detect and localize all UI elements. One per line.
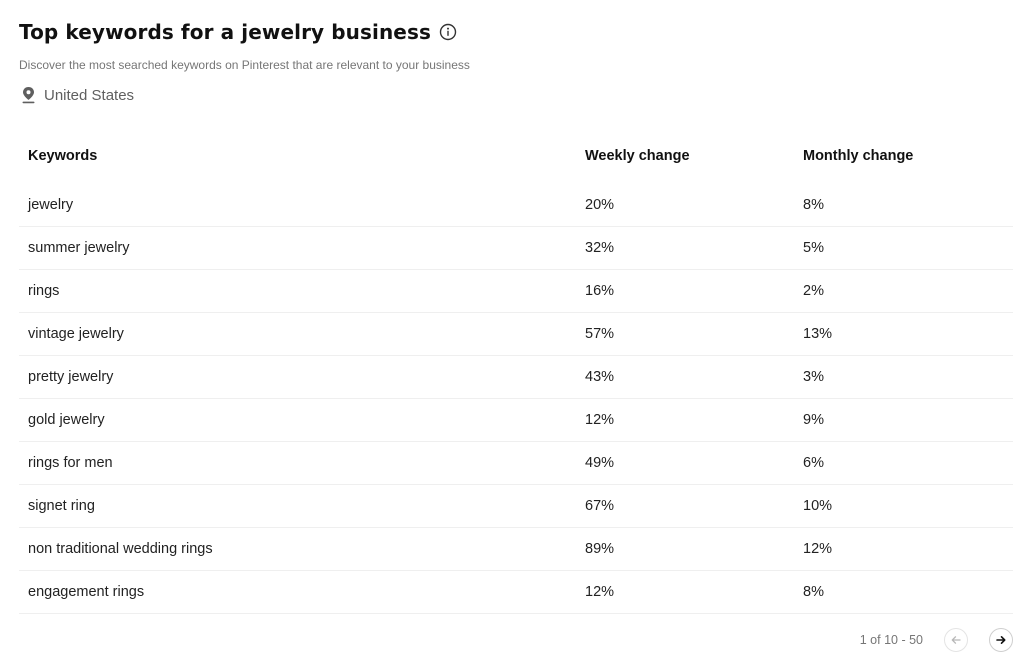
monthly-change-cell: 2% <box>803 283 824 299</box>
monthly-change-cell: 10% <box>803 498 833 514</box>
weekly-change-cell: 32% <box>585 240 615 256</box>
table-row: summer jewelry 32% 5% <box>19 227 1013 270</box>
pagination: 1 of 10 - 50 <box>860 628 1013 652</box>
monthly-change-cell: 3% <box>803 369 824 385</box>
keyword-cell: summer jewelry <box>28 240 130 256</box>
location-label: United States <box>44 86 135 104</box>
weekly-change-cell: 57% <box>585 326 615 342</box>
arrow-left-icon <box>951 636 961 644</box>
keyword-cell: pretty jewelry <box>28 369 114 385</box>
pagination-label: 1 of 10 - 50 <box>859 633 923 647</box>
table-row: vintage jewelry 57% 13% <box>19 313 1013 356</box>
table-row: engagement rings 12% 8% <box>19 571 1013 614</box>
keyword-cell: signet ring <box>28 498 95 514</box>
weekly-change-cell: 20% <box>585 197 615 213</box>
table-row: jewelry 20% 8% <box>19 184 1013 227</box>
weekly-change-cell: 89% <box>585 541 615 557</box>
column-header-monthly-change: Monthly change <box>803 147 914 164</box>
table-row: rings 16% 2% <box>19 270 1013 313</box>
title-row: Top keywords for a jewelry business <box>19 20 457 44</box>
weekly-change-cell: 12% <box>585 412 615 428</box>
column-header-keywords: Keywords <box>28 147 98 164</box>
keywords-table: Keywords Weekly change Monthly change je… <box>19 134 1013 614</box>
table-row: non traditional wedding rings 89% 12% <box>19 528 1013 571</box>
next-page-button[interactable] <box>989 628 1013 652</box>
weekly-change-cell: 49% <box>585 455 615 471</box>
table-row: gold jewelry 12% 9% <box>19 399 1013 442</box>
monthly-change-cell: 12% <box>803 541 833 557</box>
previous-page-button[interactable] <box>944 628 968 652</box>
page-subtitle: Discover the most searched keywords on P… <box>19 58 470 72</box>
keyword-cell: jewelry <box>28 197 74 213</box>
table-row: rings for men 49% 6% <box>19 442 1013 485</box>
info-icon[interactable] <box>439 23 457 41</box>
table-row: signet ring 67% 10% <box>19 485 1013 528</box>
monthly-change-cell: 13% <box>803 326 833 342</box>
monthly-change-cell: 5% <box>803 240 824 256</box>
keyword-cell: vintage jewelry <box>28 326 124 342</box>
keyword-cell: rings <box>28 283 60 299</box>
location-selector[interactable]: United States <box>21 86 134 104</box>
keyword-cell: rings for men <box>28 455 113 471</box>
monthly-change-cell: 9% <box>803 412 824 428</box>
monthly-change-cell: 8% <box>803 584 824 600</box>
table-header: Keywords Weekly change Monthly change <box>19 134 1013 177</box>
weekly-change-cell: 16% <box>585 283 615 299</box>
keyword-cell: engagement rings <box>28 584 145 600</box>
column-header-weekly-change: Weekly change <box>585 147 690 164</box>
weekly-change-cell: 67% <box>585 498 615 514</box>
monthly-change-cell: 8% <box>803 197 824 213</box>
table-row: pretty jewelry 43% 3% <box>19 356 1013 399</box>
weekly-change-cell: 12% <box>585 584 615 600</box>
monthly-change-cell: 6% <box>803 455 824 471</box>
keyword-cell: non traditional wedding rings <box>28 541 213 557</box>
location-pin-icon <box>21 86 36 104</box>
keyword-cell: gold jewelry <box>28 412 105 428</box>
page-title: Top keywords for a jewelry business <box>19 20 431 44</box>
arrow-right-icon <box>996 636 1006 644</box>
weekly-change-cell: 43% <box>585 369 615 385</box>
